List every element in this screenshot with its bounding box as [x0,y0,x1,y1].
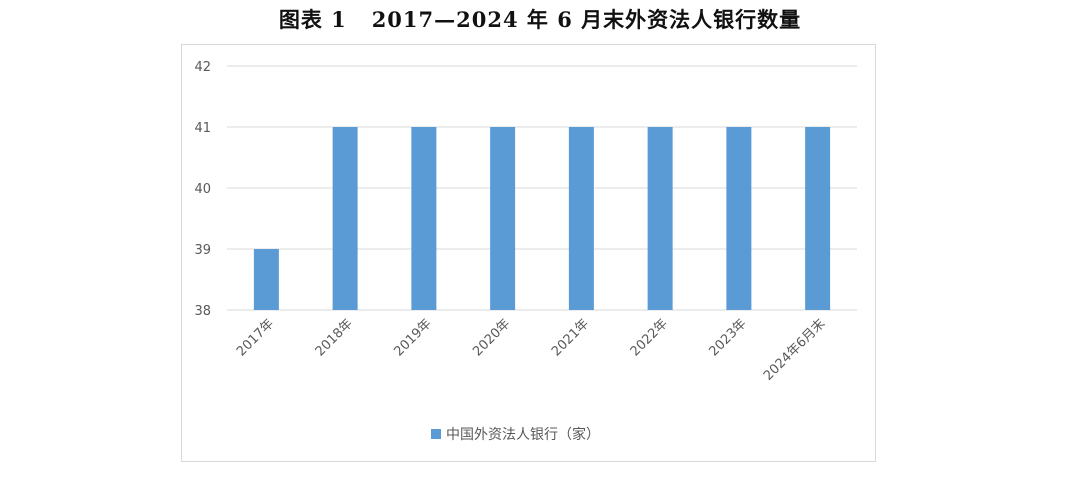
x-tick-label: 2019年 [392,316,435,359]
bar [726,127,752,310]
x-tick-label: 2018年 [313,316,356,359]
x-tick-label: 2021年 [549,316,592,359]
bar [490,127,516,310]
y-tick-label: 42 [194,60,211,75]
bar [805,127,831,310]
bars [253,127,831,310]
y-tick-label: 38 [194,304,211,319]
x-tick-label: 2024年6月末 [761,316,828,383]
y-tick-label: 39 [194,243,211,258]
figure-title: 图表 1 2017—2024 年 6 月末外资法人银行数量 [278,7,802,32]
legend: 中国外资法人银行（家） [431,426,600,443]
chart-frame [181,44,876,462]
x-tick-label: 2017年 [234,316,277,359]
x-tick-label: 2022年 [628,316,671,359]
bar [411,127,437,310]
bar [647,127,673,310]
y-tick-label: 40 [194,182,211,197]
x-tick-label: 2023年 [707,316,750,359]
bar [253,249,279,310]
bar [568,127,594,310]
y-tick-label: 41 [194,121,211,136]
bar [332,127,358,310]
x-tick-label: 2020年 [470,316,513,359]
legend-label: 中国外资法人银行（家） [446,426,600,443]
gridlines [227,65,857,311]
legend-swatch [431,429,441,439]
y-axis-ticks: 38 39 40 41 42 [194,60,211,319]
x-axis-ticks: 2017年 2018年 2019年 2020年 2021年 2022年 2023年 2024年… [234,316,828,383]
